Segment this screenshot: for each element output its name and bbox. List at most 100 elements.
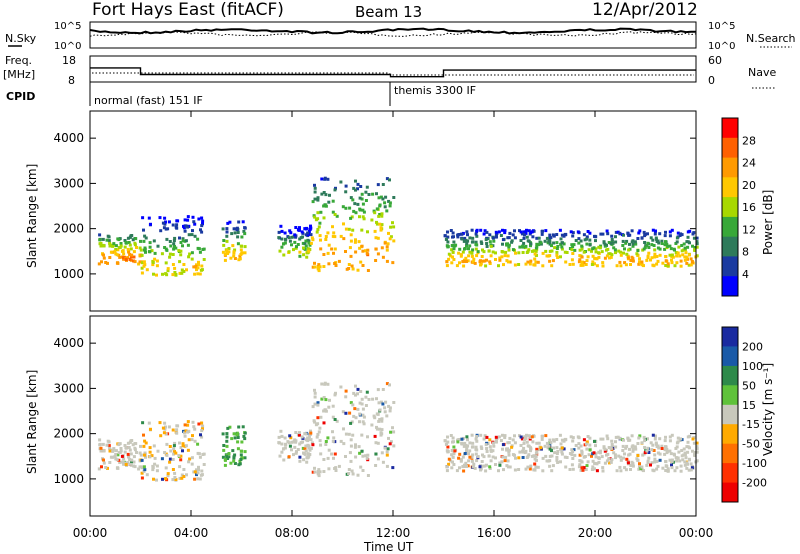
- velocity-echo-cell: [571, 467, 575, 471]
- power-echo-cell: [362, 210, 366, 214]
- velocity-echo-cell: [287, 455, 291, 459]
- power-echo-cell: [627, 248, 631, 252]
- velocity-echo-cell: [116, 453, 120, 457]
- velocity-echo-cell: [316, 403, 320, 407]
- power-echo-cell: [152, 239, 156, 243]
- power-echo-cell: [471, 240, 475, 244]
- velocity-echo-cell: [364, 395, 368, 399]
- velocity-echo-cell: [324, 398, 328, 402]
- velocity-echo-cell: [327, 467, 331, 471]
- velocity-echo-cell: [388, 409, 392, 413]
- power-echo-cell: [518, 229, 521, 233]
- velocity-echo-cell: [132, 455, 136, 459]
- velocity-echo-cell: [326, 382, 330, 386]
- power-echo-cell: [352, 209, 356, 213]
- velocity-echo-cell: [688, 458, 691, 462]
- power-echo-cell: [347, 263, 351, 266]
- velocity-echo-cell: [141, 421, 145, 425]
- velocity-echo-cell: [462, 444, 466, 448]
- velocity-echo-cell: [222, 448, 226, 452]
- velocity-echo-cell: [142, 433, 145, 437]
- power-echo-cell: [233, 231, 237, 235]
- velocity-echo-cell: [597, 450, 601, 454]
- velocity-echo-cell: [225, 439, 229, 443]
- power-echo-cell: [494, 258, 497, 261]
- velocity-echo-cell: [159, 434, 163, 438]
- velocity-echo-cell: [133, 465, 137, 469]
- power-echo-cell: [227, 250, 231, 254]
- velocity-echo-cell: [179, 446, 183, 449]
- power-echo-cell: [230, 232, 234, 236]
- velocity-echo-cell: [386, 447, 390, 451]
- power-echo-cell: [443, 234, 447, 238]
- power-echo-cell: [320, 177, 324, 181]
- power-echo-cell: [236, 235, 240, 239]
- velocity-echo-cell: [585, 464, 589, 468]
- power-echo-cell: [108, 256, 112, 259]
- power-echo-cell: [685, 256, 689, 260]
- velocity-echo-cell: [186, 423, 190, 427]
- velocity-echo-cell: [164, 425, 167, 429]
- power-echo-cell: [467, 247, 470, 251]
- power-echo-cell: [570, 248, 574, 252]
- power-echo-cell: [152, 272, 155, 276]
- velocity-echo-cell: [364, 404, 368, 407]
- power-echo-cell: [687, 263, 691, 267]
- velocity-echo-cell: [222, 444, 226, 447]
- velocity-echo-cell: [309, 438, 313, 442]
- velocity-echo-cell: [631, 462, 635, 466]
- velocity-echo-cell: [196, 451, 200, 455]
- power-colorbar-tick: 12: [742, 223, 756, 236]
- velocity-echo-cell: [173, 450, 176, 453]
- power-echo-cell: [675, 254, 679, 258]
- velocity-echo-cell: [309, 429, 312, 433]
- power-echo-cell: [582, 233, 586, 237]
- freq-label: Freq.: [5, 54, 32, 67]
- velocity-echo-cell: [388, 442, 392, 446]
- velocity-echo-cell: [385, 453, 389, 457]
- power-echo-cell: [126, 247, 130, 251]
- velocity-echo-cell: [365, 390, 369, 394]
- power-echo-cell: [606, 232, 610, 236]
- power-echo-cell: [470, 254, 474, 258]
- velocity-echo-cell: [489, 459, 493, 463]
- velocity-echo-cell: [389, 440, 393, 444]
- power-echo-cell: [225, 250, 229, 254]
- power-echo-cell: [126, 236, 130, 240]
- velocity-echo-cell: [610, 439, 614, 443]
- power-echo-cell: [389, 235, 393, 239]
- power-echo-cell: [241, 220, 245, 224]
- power-echo-cell: [643, 241, 647, 244]
- power-echo-cell: [544, 249, 548, 253]
- velocity-echo-cell: [664, 435, 667, 439]
- power-echo-cell: [304, 239, 308, 243]
- power-echo-cell: [149, 222, 152, 226]
- velocity-echo-cell: [367, 398, 371, 401]
- velocity-echo-cell: [660, 444, 664, 448]
- velocity-echo-cell: [305, 460, 309, 464]
- velocity-echo-cell: [221, 432, 225, 436]
- velocity-echo-cell: [135, 451, 138, 454]
- power-echo-cell: [636, 237, 640, 240]
- velocity-echo-cell: [374, 464, 378, 467]
- velocity-echo-cell: [479, 445, 483, 449]
- velocity-echo-cell: [651, 443, 655, 447]
- velocity-echo-cell: [100, 465, 103, 469]
- velocity-echo-cell: [171, 458, 175, 461]
- velocity-echo-cell: [362, 422, 366, 426]
- velocity-echo-cell: [161, 477, 164, 481]
- velocity-echo-cell: [201, 453, 205, 456]
- power-echo-cell: [586, 255, 590, 259]
- velocity-echo-cell: [548, 464, 552, 468]
- power-echo-cell: [116, 261, 120, 265]
- power-echo-cell: [375, 222, 379, 226]
- velocity-echo-cell: [675, 445, 679, 449]
- power-echo-cell: [143, 246, 147, 250]
- velocity-echo-cell: [622, 438, 625, 442]
- velocity-echo-cell: [447, 457, 451, 461]
- velocity-echo-cell: [117, 443, 121, 447]
- power-echo-cell: [485, 242, 489, 245]
- power-echo-cell: [161, 221, 165, 225]
- power-echo-cell: [280, 237, 284, 241]
- power-echo-cell: [588, 243, 592, 247]
